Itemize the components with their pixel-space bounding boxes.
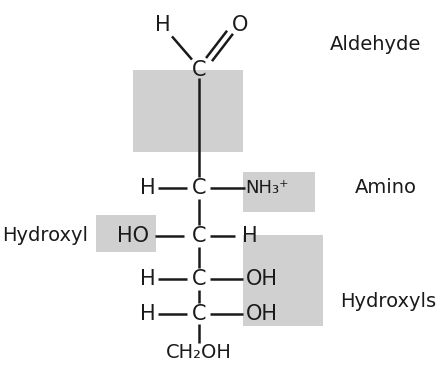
Text: H: H bbox=[140, 304, 156, 324]
Text: O: O bbox=[232, 15, 248, 35]
Text: OH: OH bbox=[246, 269, 278, 289]
Text: Aldehyde: Aldehyde bbox=[330, 35, 422, 54]
Text: Hydroxyl: Hydroxyl bbox=[2, 226, 88, 245]
Text: CH₂OH: CH₂OH bbox=[166, 343, 232, 362]
Text: Hydroxyls: Hydroxyls bbox=[340, 292, 436, 311]
Text: HO: HO bbox=[117, 226, 149, 246]
Text: H: H bbox=[242, 226, 258, 246]
Text: C: C bbox=[192, 269, 206, 289]
Text: NH₃⁺: NH₃⁺ bbox=[245, 179, 289, 197]
Text: H: H bbox=[155, 15, 171, 35]
Text: C: C bbox=[192, 304, 206, 324]
Text: H: H bbox=[140, 269, 156, 289]
Text: C: C bbox=[192, 226, 206, 246]
Text: C: C bbox=[192, 178, 206, 198]
Text: Amino: Amino bbox=[355, 178, 417, 197]
Text: H: H bbox=[140, 178, 156, 198]
Bar bbox=[243, 172, 315, 212]
Text: C: C bbox=[192, 60, 206, 79]
Bar bbox=[243, 235, 323, 326]
Text: OH: OH bbox=[246, 304, 278, 324]
Bar bbox=[96, 215, 156, 252]
Bar bbox=[133, 70, 243, 152]
